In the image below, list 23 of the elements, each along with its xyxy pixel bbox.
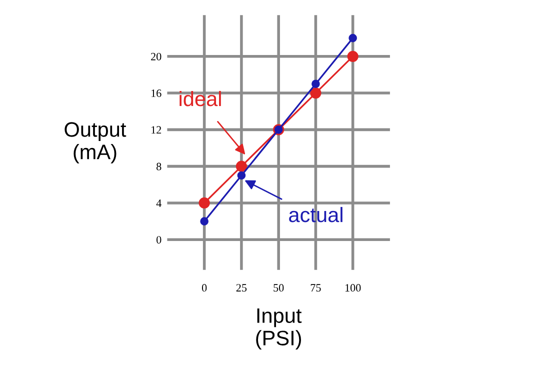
point [236, 160, 248, 172]
point [237, 171, 246, 180]
point [198, 197, 210, 209]
x-tick-label: 25 [236, 284, 247, 292]
x-tick-label: 50 [274, 284, 284, 292]
y-tick-label: 20 [151, 52, 162, 60]
y-axis-title: Output (mA) [64, 122, 126, 164]
y-tick-label: 12 [152, 126, 162, 134]
text: actual [289, 206, 342, 222]
point [348, 34, 357, 42]
x-tick-label: 75 [310, 284, 321, 292]
text: ideal [180, 90, 221, 106]
x-tick-label: 100 [345, 284, 361, 292]
x-axis-title: Input (PSI) [256, 308, 302, 350]
y-tick-label: 16 [152, 90, 162, 97]
y-tick-label: 4 [156, 200, 162, 207]
point [200, 217, 208, 226]
point [347, 50, 358, 62]
point [310, 87, 322, 99]
x-tick-label: 0 [202, 284, 207, 292]
y-tick-label: 8 [156, 162, 162, 170]
y-tick-label: 0 [156, 236, 162, 244]
point [312, 80, 320, 88]
